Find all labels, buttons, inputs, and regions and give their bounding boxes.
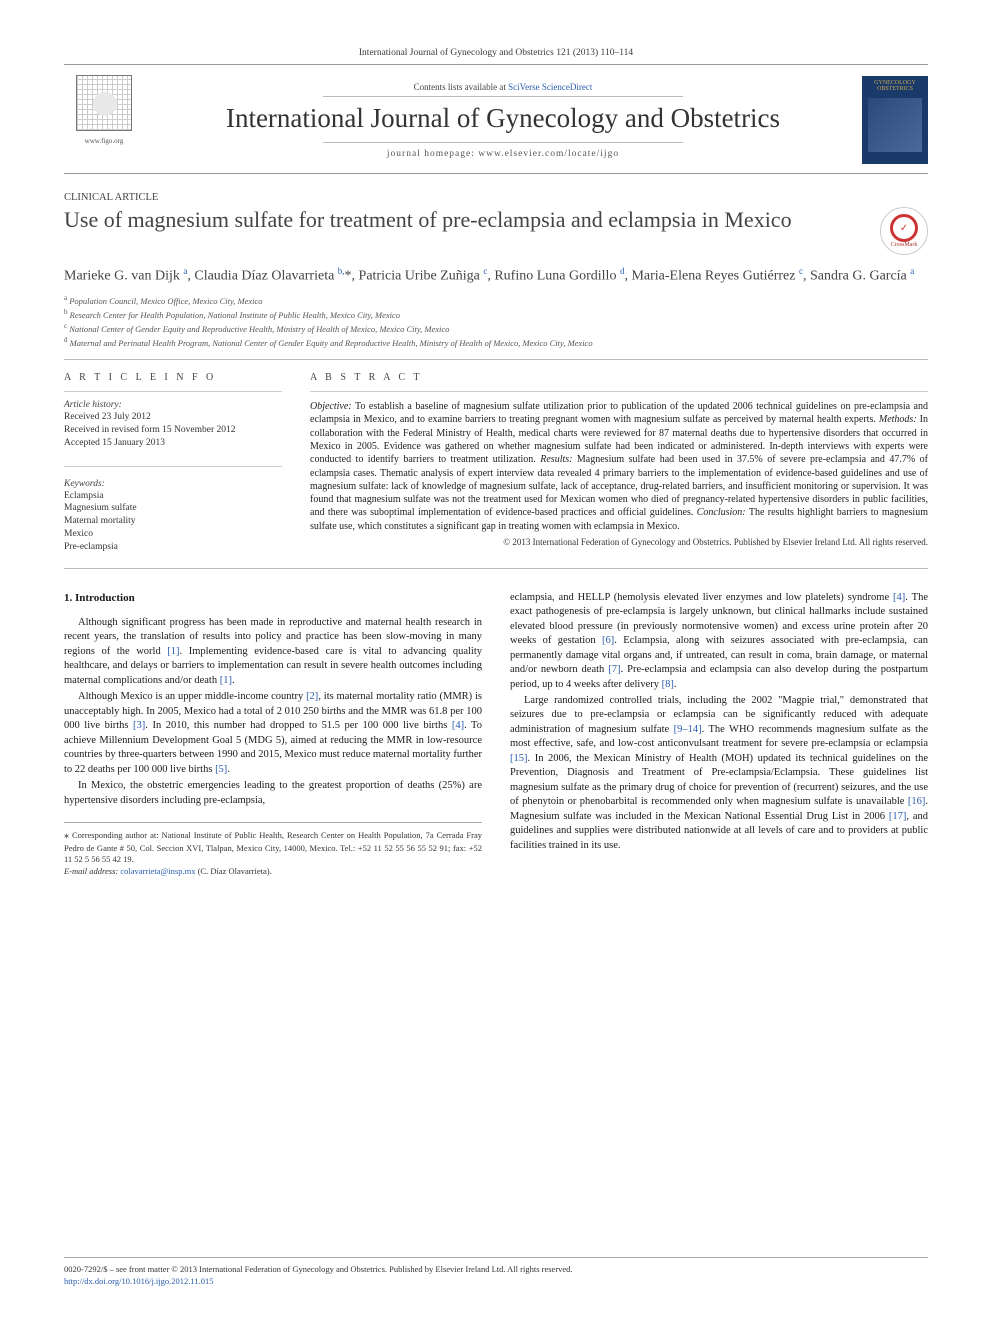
date-revised: Received in revised form 15 November 201… — [64, 424, 282, 437]
keyword: Pre-eclampsia — [64, 541, 282, 554]
globe-icon — [76, 75, 132, 131]
history-label: Article history: — [64, 400, 282, 410]
homepage-url[interactable]: www.elsevier.com/locate/ijgo — [478, 149, 619, 159]
crossmark-badge[interactable]: ✓ CrossMark — [880, 207, 928, 255]
cover-image-icon — [868, 98, 922, 152]
intro-heading: 1. Introduction — [64, 591, 482, 606]
doi-link[interactable]: http://dx.doi.org/10.1016/j.ijgo.2012.11… — [64, 1276, 213, 1286]
journal-title: International Journal of Gynecology and … — [144, 103, 862, 134]
rule-info — [64, 391, 282, 392]
rule-contents — [323, 96, 683, 97]
date-accepted: Accepted 15 January 2013 — [64, 437, 282, 450]
sciencedirect-link[interactable]: SciVerse ScienceDirect — [508, 82, 592, 92]
keyword: Mexico — [64, 528, 282, 541]
journal-masthead: www.figo.org Contents lists available at… — [64, 65, 928, 174]
body-columns: 1. Introduction Although significant pro… — [64, 591, 928, 877]
corr-email-link[interactable]: colavarrieta@insp.mx — [120, 866, 195, 876]
figo-url: www.figo.org — [85, 137, 124, 145]
paragraph: Large randomized controlled trials, incl… — [510, 694, 928, 853]
contents-prefix: Contents lists available at — [414, 82, 508, 92]
crossmark-label: CrossMark — [891, 242, 918, 248]
keywords-label: Keywords: — [64, 479, 282, 489]
email-label: E-mail address: — [64, 866, 120, 876]
abstract-text: Objective: To establish a baseline of ma… — [310, 400, 928, 533]
affiliations: a Population Council, Mexico Office, Mex… — [64, 293, 928, 350]
abstract-heading: A B S T R A C T — [310, 372, 928, 383]
keywords-block: Keywords: EclampsiaMagnesium sulfateMate… — [64, 466, 282, 554]
corr-email-who: (C. Díaz Olavarrieta). — [195, 866, 271, 876]
body-column-right: eclampsia, and HELLP (hemolysis elevated… — [510, 591, 928, 877]
paragraph: eclampsia, and HELLP (hemolysis elevated… — [510, 591, 928, 692]
homepage-label: journal homepage: — [387, 149, 478, 159]
article-info-heading: A R T I C L E I N F O — [64, 372, 282, 383]
figo-logo: www.figo.org — [64, 75, 144, 165]
journal-homepage: journal homepage: www.elsevier.com/locat… — [144, 149, 862, 159]
corresponding-author-block: ⁎ Corresponding author at: National Inst… — [64, 822, 482, 877]
keyword: Eclampsia — [64, 490, 282, 503]
contents-available: Contents lists available at SciVerse Sci… — [144, 82, 862, 92]
cover-text: GYNECOLOGY OBSTETRICS — [866, 80, 924, 92]
title-row: Use of magnesium sulfate for treatment o… — [64, 207, 928, 255]
issn-line: 0020-7292/$ – see front matter © 2013 In… — [64, 1264, 573, 1274]
rule-below-abstract — [64, 568, 928, 569]
paragraph: In Mexico, the obstetric emergencies lea… — [64, 779, 482, 808]
rule-title — [323, 142, 683, 143]
keyword: Magnesium sulfate — [64, 502, 282, 515]
paragraph: Although Mexico is an upper middle-incom… — [64, 690, 482, 777]
corr-text: Corresponding author at: National Instit… — [64, 830, 482, 864]
date-received: Received 23 July 2012 — [64, 411, 282, 424]
keyword: Maternal mortality — [64, 515, 282, 528]
page-footer: 0020-7292/$ – see front matter © 2013 In… — [64, 1257, 928, 1287]
running-header: International Journal of Gynecology and … — [64, 48, 928, 58]
crossmark-icon: ✓ — [890, 214, 918, 242]
journal-cover-thumbnail: GYNECOLOGY OBSTETRICS — [862, 76, 928, 164]
article-type-label: CLINICAL ARTICLE — [64, 192, 928, 203]
rule-abstract — [310, 391, 928, 392]
paragraph: Although significant progress has been m… — [64, 616, 482, 688]
article-title: Use of magnesium sulfate for treatment o… — [64, 207, 792, 232]
author-list: Marieke G. van Dijk a, Claudia Díaz Olav… — [64, 265, 928, 287]
body-column-left: 1. Introduction Although significant pro… — [64, 591, 482, 877]
abstract-copyright: © 2013 International Federation of Gynec… — [310, 537, 928, 547]
abstract-column: A B S T R A C T Objective: To establish … — [310, 360, 928, 554]
masthead-center: Contents lists available at SciVerse Sci… — [144, 82, 862, 159]
article-info-column: A R T I C L E I N F O Article history: R… — [64, 360, 282, 554]
info-abstract-row: A R T I C L E I N F O Article history: R… — [64, 360, 928, 554]
